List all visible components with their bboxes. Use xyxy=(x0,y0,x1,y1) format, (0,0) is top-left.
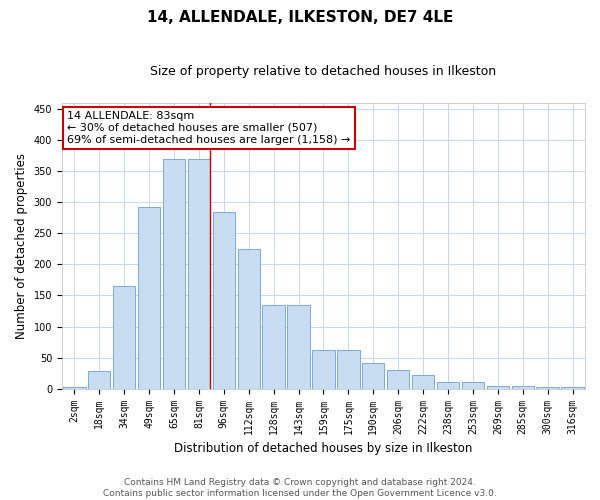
Bar xyxy=(212,212,235,388)
Bar xyxy=(88,372,110,388)
Y-axis label: Number of detached properties: Number of detached properties xyxy=(15,152,28,338)
Bar xyxy=(461,382,484,388)
X-axis label: Distribution of detached houses by size in Ilkeston: Distribution of detached houses by size … xyxy=(174,442,473,455)
Bar xyxy=(412,375,434,388)
Bar xyxy=(437,382,459,388)
Text: Contains HM Land Registry data © Crown copyright and database right 2024.
Contai: Contains HM Land Registry data © Crown c… xyxy=(103,478,497,498)
Bar xyxy=(188,158,210,388)
Bar xyxy=(487,386,509,388)
Bar xyxy=(362,362,385,388)
Text: 14 ALLENDALE: 83sqm
← 30% of detached houses are smaller (507)
69% of semi-detac: 14 ALLENDALE: 83sqm ← 30% of detached ho… xyxy=(67,112,350,144)
Bar xyxy=(287,305,310,388)
Bar xyxy=(312,350,335,389)
Bar xyxy=(387,370,409,388)
Bar xyxy=(238,249,260,388)
Text: 14, ALLENDALE, ILKESTON, DE7 4LE: 14, ALLENDALE, ILKESTON, DE7 4LE xyxy=(147,10,453,25)
Bar xyxy=(163,158,185,388)
Title: Size of property relative to detached houses in Ilkeston: Size of property relative to detached ho… xyxy=(151,65,497,78)
Bar xyxy=(337,350,359,389)
Bar xyxy=(512,386,534,388)
Bar xyxy=(262,305,285,388)
Bar xyxy=(138,206,160,388)
Bar xyxy=(113,286,136,388)
